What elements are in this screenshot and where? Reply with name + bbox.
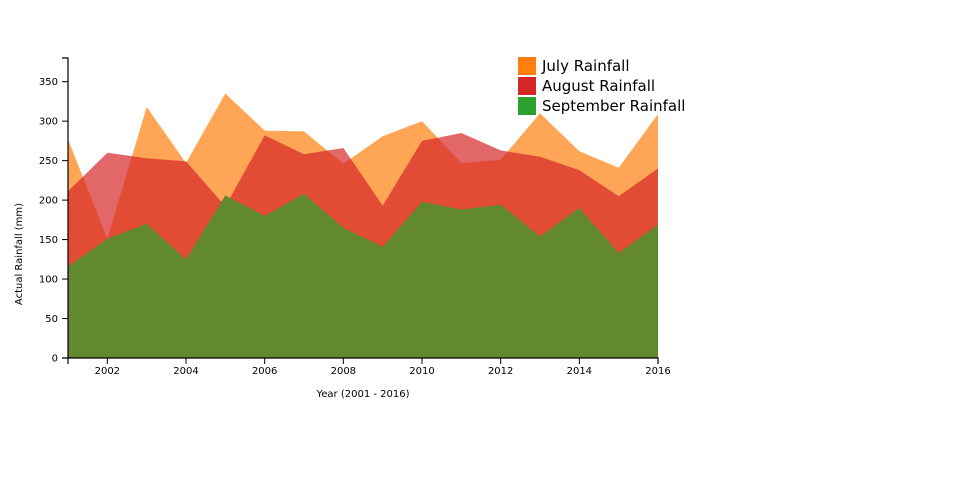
legend-swatch [518, 77, 536, 95]
legend-label: July Rainfall [541, 57, 630, 75]
y-tick: 250 [39, 156, 68, 167]
legend-swatch [518, 97, 536, 115]
y-axis: 0 50 100 150 200 250 300 350 [39, 57, 69, 365]
y-axis-line [62, 57, 69, 359]
x-tick: 2008 [331, 358, 356, 377]
y-tick-label: 100 [39, 275, 58, 286]
x-tick-label: 2016 [645, 366, 670, 377]
y-tick-label: 350 [39, 77, 58, 88]
x-tick-label: 2014 [567, 366, 592, 377]
legend-swatch [518, 57, 536, 75]
x-tick-label: 2002 [95, 366, 120, 377]
x-axis-line [67, 357, 659, 364]
y-tick-label: 300 [39, 117, 58, 128]
x-axis: 2002 2004 2006 2008 2010 2012 2014 2016 [67, 357, 671, 377]
y-tick-label: 250 [39, 156, 58, 167]
y-tick: 300 [39, 117, 68, 128]
x-tick: 2012 [488, 358, 513, 377]
area-september-rainfall [68, 193, 658, 358]
y-tick: 50 [45, 314, 68, 325]
legend-item: July Rainfall [518, 57, 630, 75]
x-tick-label: 2004 [173, 366, 198, 377]
y-tick-label: 50 [45, 314, 58, 325]
x-tick: 2010 [409, 358, 435, 377]
legend-label: September Rainfall [542, 97, 685, 115]
x-axis-label: Year (2001 - 2016) [315, 389, 409, 400]
x-tick-label: 2012 [488, 366, 513, 377]
y-tick: 150 [39, 235, 68, 246]
legend-label: August Rainfall [542, 77, 655, 95]
y-tick-label: 0 [52, 354, 58, 365]
area-layer [68, 93, 658, 358]
y-tick: 200 [39, 196, 68, 207]
y-tick: 350 [39, 77, 68, 88]
y-tick-label: 150 [39, 235, 58, 246]
x-tick-label: 2008 [331, 366, 356, 377]
x-tick: 2004 [173, 358, 199, 377]
legend-item: August Rainfall [518, 77, 655, 95]
y-tick-label: 200 [39, 196, 58, 207]
y-axis-label: Actual Rainfall (mm) [14, 203, 25, 305]
x-tick-label: 2010 [409, 366, 434, 377]
x-tick-label: 2006 [252, 366, 277, 377]
x-tick: 2016 [645, 358, 671, 377]
x-tick: 2006 [252, 358, 277, 377]
x-tick: 2014 [567, 358, 592, 377]
y-tick: 100 [39, 275, 68, 286]
y-tick: 0 [52, 354, 68, 365]
legend-item: September Rainfall [518, 97, 685, 115]
legend: July Rainfall August Rainfall September Ra… [518, 57, 685, 115]
x-tick: 2002 [95, 358, 120, 377]
